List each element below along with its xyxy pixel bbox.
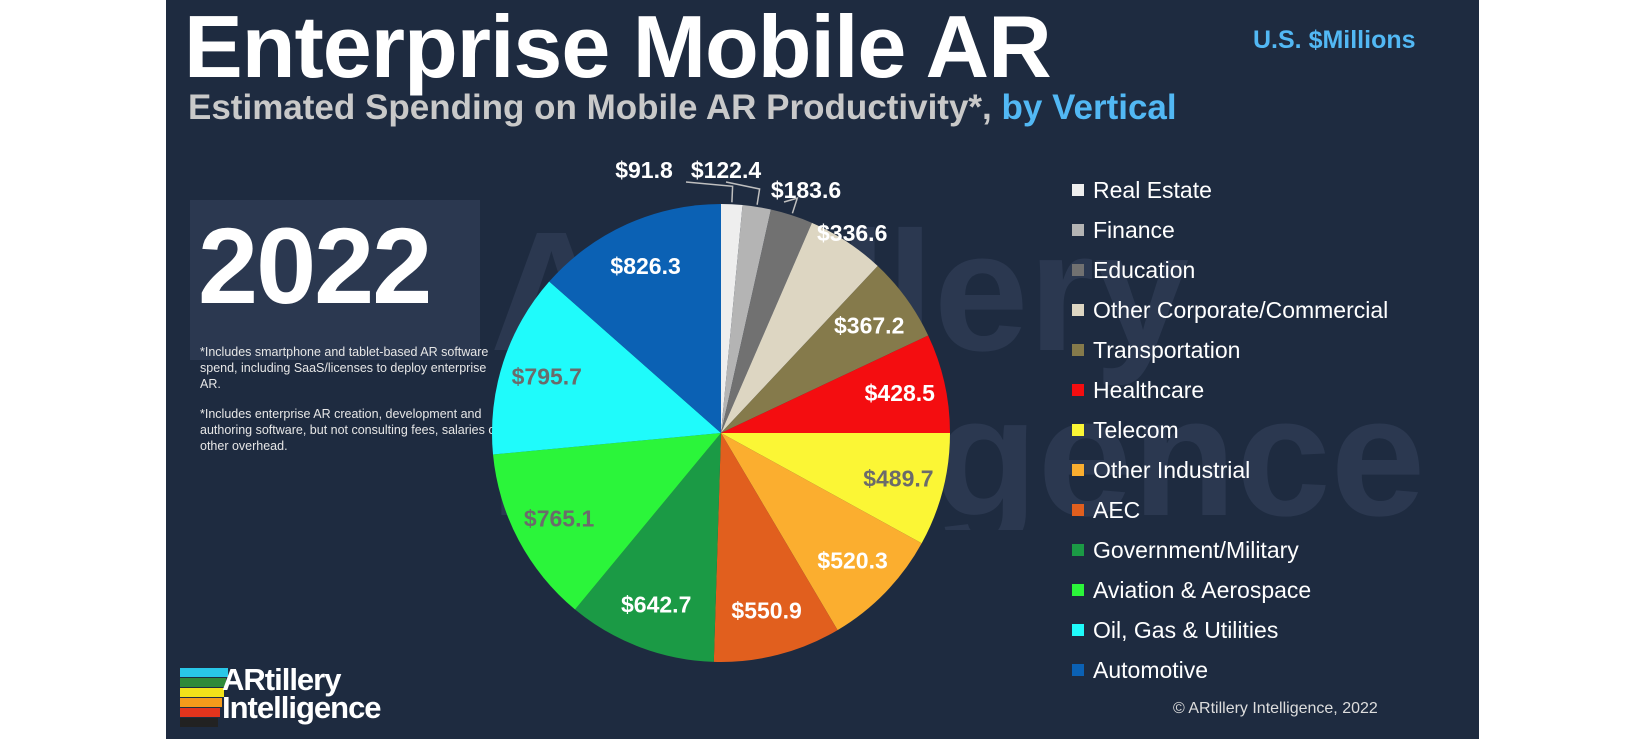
- logo-bar: [180, 718, 218, 727]
- data-label-oil-gas-utilities: $795.7: [512, 363, 582, 389]
- legend-item-other-corporate-commercial: Other Corporate/Commercial: [1072, 290, 1388, 330]
- units-label: U.S. $Millions: [1253, 26, 1416, 54]
- logo-mark-icon: [180, 668, 228, 727]
- legend-label: Oil, Gas & Utilities: [1093, 616, 1279, 643]
- copyright: © ARtillery Intelligence, 2022: [1173, 700, 1378, 717]
- legend-item-government-military: Government/Military: [1072, 530, 1388, 570]
- logo-bar: [180, 698, 222, 707]
- legend-item-finance: Finance: [1072, 210, 1388, 250]
- pie-slice-transportation: [721, 266, 929, 433]
- legend-swatch: [1072, 184, 1084, 196]
- logo-bar: [180, 708, 220, 717]
- chart-subtitle: Estimated Spending on Mobile AR Producti…: [188, 88, 1177, 128]
- footnotes: *Includes smartphone and tablet-based AR…: [200, 344, 500, 468]
- legend-swatch: [1072, 224, 1084, 236]
- leader-line-education: [783, 196, 799, 214]
- logo-text-line2: Intelligence: [222, 690, 382, 725]
- legend-label: Transportation: [1093, 336, 1241, 363]
- pie-slice-government-military: [575, 433, 721, 662]
- footnote-2: *Includes enterprise AR creation, develo…: [200, 407, 500, 453]
- logo-bar: [180, 688, 224, 697]
- legend-item-healthcare: Healthcare: [1072, 370, 1388, 410]
- infographic-panel: ARtillery Intelligence Enterprise Mobile…: [166, 0, 1479, 739]
- leader-line-finance: [725, 181, 761, 205]
- pie-chart: $91.8 $122.4 $183.6 $336.6 $367.2 $428.5 $489.…: [492, 157, 950, 663]
- footnote-1: *Includes smartphone and tablet-based AR…: [200, 345, 489, 391]
- artillery-logo: ARtillery Intelligence: [180, 664, 430, 728]
- legend-item-aviation-aerospace: Aviation & Aerospace: [1072, 570, 1388, 610]
- data-label-government-military: $642.7: [621, 591, 691, 617]
- pie-slice-education: [721, 209, 812, 433]
- pie-slice-other-corporate-commercial: [721, 222, 878, 433]
- legend-label: Finance: [1093, 216, 1175, 243]
- legend-item-oil-gas-utilities: Oil, Gas & Utilities: [1072, 610, 1388, 650]
- legend-label: Government/Military: [1093, 536, 1299, 563]
- legend-label: AEC: [1093, 496, 1141, 523]
- data-label-finance: $122.4: [691, 157, 762, 183]
- pie-slice-telecom: [721, 432, 950, 544]
- pie-data-labels: $91.8 $122.4 $183.6 $336.6 $367.2 $428.5 $489.…: [512, 157, 936, 623]
- legend-label: Education: [1093, 256, 1196, 283]
- data-label-education: $183.6: [771, 177, 841, 203]
- legend-label: Other Industrial: [1093, 456, 1251, 483]
- legend-label: Other Corporate/Commercial: [1093, 296, 1389, 323]
- pie-slice-real-estate: [721, 204, 743, 433]
- legend-item-aec: AEC: [1072, 490, 1388, 530]
- legend-label: Automotive: [1093, 656, 1209, 683]
- logo-text-line1: ARtillery: [222, 662, 341, 697]
- pie-slice-oil-gas-utilities: [492, 281, 721, 455]
- legend-item-education: Education: [1072, 250, 1388, 290]
- legend-label: Healthcare: [1093, 376, 1205, 403]
- pie-slice-aec: [713, 433, 838, 663]
- data-label-aec: $550.9: [731, 597, 801, 623]
- legend-swatch: [1072, 344, 1084, 356]
- legend-item-real-estate: Real Estate: [1072, 170, 1388, 210]
- legend-label: Telecom: [1093, 416, 1179, 443]
- chart-title: Enterprise Mobile AR: [184, 0, 1052, 96]
- data-label-real-estate: $91.8: [615, 157, 673, 183]
- data-label-other-industrial: $520.3: [817, 548, 887, 574]
- legend-item-transportation: Transportation: [1072, 330, 1388, 370]
- chart-legend: Real Estate Finance Education Other Corpora…: [1072, 170, 1388, 690]
- legend-swatch: [1072, 264, 1084, 276]
- data-label-telecom: $489.7: [863, 466, 933, 492]
- legend-item-automotive: Automotive: [1072, 650, 1388, 690]
- data-label-other-corporate-commercial: $336.6: [817, 220, 887, 246]
- year-label: 2022: [198, 205, 432, 326]
- subtitle-accent: by Vertical: [1001, 88, 1177, 127]
- legend-swatch: [1072, 624, 1084, 636]
- logo-bar: [180, 678, 226, 687]
- pie-slice-other-industrial: [721, 433, 922, 631]
- legend-swatch: [1072, 584, 1084, 596]
- pie-leader-lines: [685, 181, 799, 214]
- legend-label: Aviation & Aerospace: [1093, 576, 1312, 603]
- subtitle-main: Estimated Spending on Mobile AR Producti…: [188, 88, 992, 127]
- data-label-transportation: $367.2: [834, 312, 904, 338]
- legend-swatch: [1072, 504, 1084, 516]
- data-label-automotive: $826.3: [610, 253, 680, 279]
- legend-swatch: [1072, 464, 1084, 476]
- data-label-aviation-aerospace: $765.1: [524, 506, 595, 532]
- data-label-healthcare: $428.5: [865, 380, 936, 406]
- legend-swatch: [1072, 544, 1084, 556]
- legend-swatch: [1072, 384, 1084, 396]
- legend-swatch: [1072, 304, 1084, 316]
- leader-line-real-estate: [685, 181, 734, 203]
- legend-swatch: [1072, 664, 1084, 676]
- pie-slice-aviation-aerospace: [493, 433, 721, 610]
- legend-item-other-industrial: Other Industrial: [1072, 450, 1388, 490]
- legend-swatch: [1072, 424, 1084, 436]
- logo-bar: [180, 668, 228, 677]
- legend-label: Real Estate: [1093, 176, 1212, 203]
- pie-slice-automotive: [549, 204, 721, 433]
- pie-slice-healthcare: [721, 335, 950, 433]
- legend-item-telecom: Telecom: [1072, 410, 1388, 450]
- pie-slice-finance: [721, 205, 771, 433]
- pie-slices: [492, 204, 950, 663]
